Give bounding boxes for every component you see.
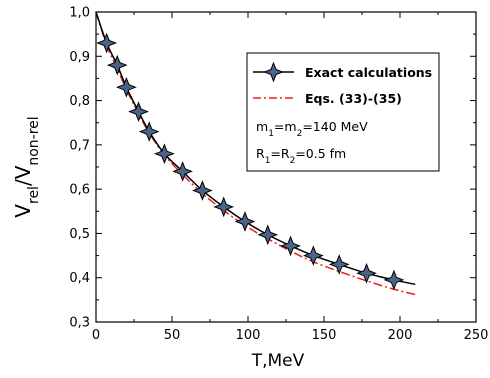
series-exact-point xyxy=(96,32,117,54)
ticks: 0 50 100 150 200 250 0,3 0,4 0,5 0,6 0,7 0,8 0,9 1,0 xyxy=(69,6,488,344)
series-exact-point xyxy=(138,121,160,142)
series-exact-point xyxy=(383,269,405,291)
y-tick-label: 0,7 xyxy=(69,138,90,153)
y-tick-label: 0,9 xyxy=(69,50,90,65)
x-tick-label: 200 xyxy=(388,328,413,343)
legend-eqs-label: Eqs. (33)-(35) xyxy=(305,91,402,106)
series-exact-point xyxy=(154,143,175,165)
series-exact-point xyxy=(172,161,194,182)
y-axis-title: Vrel/Vnon-rel xyxy=(11,116,42,217)
y-tick-label: 0,4 xyxy=(69,271,90,286)
series-exact-point xyxy=(302,245,324,266)
x-tick-label: 50 xyxy=(164,328,181,343)
series-exact-point xyxy=(192,180,213,201)
x-tick-label: 0 xyxy=(92,328,100,343)
legend-radius-annotation: R1=R2=0.5 fm xyxy=(256,146,346,166)
series-exact-point xyxy=(328,254,350,275)
svg-text:Vrel/Vnon-rel: Vrel/Vnon-rel xyxy=(11,116,42,217)
series-exact-point xyxy=(106,54,128,76)
x-tick-label: 150 xyxy=(312,328,337,343)
y-tick-label: 0,6 xyxy=(69,183,90,198)
x-axis-title: T,MeV xyxy=(251,351,305,371)
y-tick-label: 0,3 xyxy=(69,316,90,331)
series-exact xyxy=(95,11,416,291)
legend-exact-label: Exact calculations xyxy=(305,65,432,80)
series-exact-point xyxy=(116,76,137,98)
legend: Exact calculations Eqs. (33)-(35) m1=m2=… xyxy=(246,52,440,172)
series-exact-point xyxy=(280,235,301,257)
legend-mass-annotation: m1=m2=140 MeV xyxy=(256,119,368,139)
series-exact-point xyxy=(213,196,235,218)
y-tick-label: 0,5 xyxy=(69,227,90,242)
legend-exact-marker xyxy=(263,61,284,83)
series-exact-point xyxy=(128,101,149,122)
series-exact-point xyxy=(356,262,377,284)
y-tick-label: 0,8 xyxy=(69,94,90,109)
x-tick-label: 250 xyxy=(464,328,489,343)
y-tick-label: 1,0 xyxy=(69,6,90,21)
series-exact-point xyxy=(257,224,279,246)
series-exact-point xyxy=(234,211,256,232)
x-tick-label: 100 xyxy=(236,328,261,343)
